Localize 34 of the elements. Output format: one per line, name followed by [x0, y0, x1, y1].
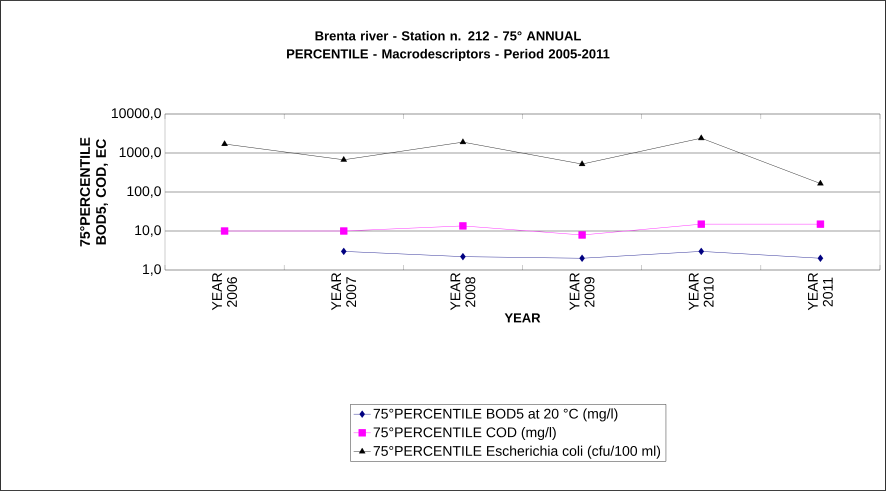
point [698, 248, 704, 256]
legend-label: 75°PERCENTILE COD (mg/l) [374, 427, 556, 440]
point [579, 254, 585, 262]
x-tick-label: YEAR 2010 [688, 273, 714, 310]
point [818, 254, 824, 262]
y-tick-label: 10,0 [135, 225, 161, 237]
x-tick-label: YEAR 2008 [450, 273, 476, 310]
point [816, 220, 824, 228]
y-tick-label: 1000,0 [120, 147, 161, 159]
legend-label: 75°PERCENTILE BOD5 at 20 °C (mg/l) [374, 408, 618, 422]
y-axis-title: 75°PERCENTILE BOD5, COD, EC [80, 138, 108, 246]
x-tick-label: YEAR 2009 [570, 273, 594, 310]
legend-label: 75°PERCENTILE Escherichia coli (cfu/100 ml) [374, 446, 660, 459]
point [460, 252, 466, 260]
point [459, 222, 467, 230]
y-tick-label: 10000,0 [112, 108, 161, 120]
point [340, 248, 347, 256]
x-tick-label: YEAR 2006 [212, 273, 237, 310]
chart-title: Brenta river - Station n. 212 - 75° ANNUAL PERCENTILE - Macrodescriptors - Period 2005-2011 [287, 30, 610, 62]
y-tick-label: 100,0 [128, 186, 161, 198]
point [578, 160, 586, 166]
point [340, 227, 348, 235]
point [698, 134, 704, 140]
point [460, 138, 466, 144]
point [340, 156, 347, 162]
x-axis-title: YEAR [504, 313, 540, 322]
point [698, 220, 705, 228]
point [578, 231, 586, 239]
x-tick-label: YEAR 2011 [808, 273, 833, 310]
y-tick-label: 1,0 [143, 264, 161, 276]
point [221, 140, 228, 146]
x-tick-label: YEAR 2007 [331, 273, 356, 310]
point [817, 180, 824, 186]
point [220, 227, 228, 235]
